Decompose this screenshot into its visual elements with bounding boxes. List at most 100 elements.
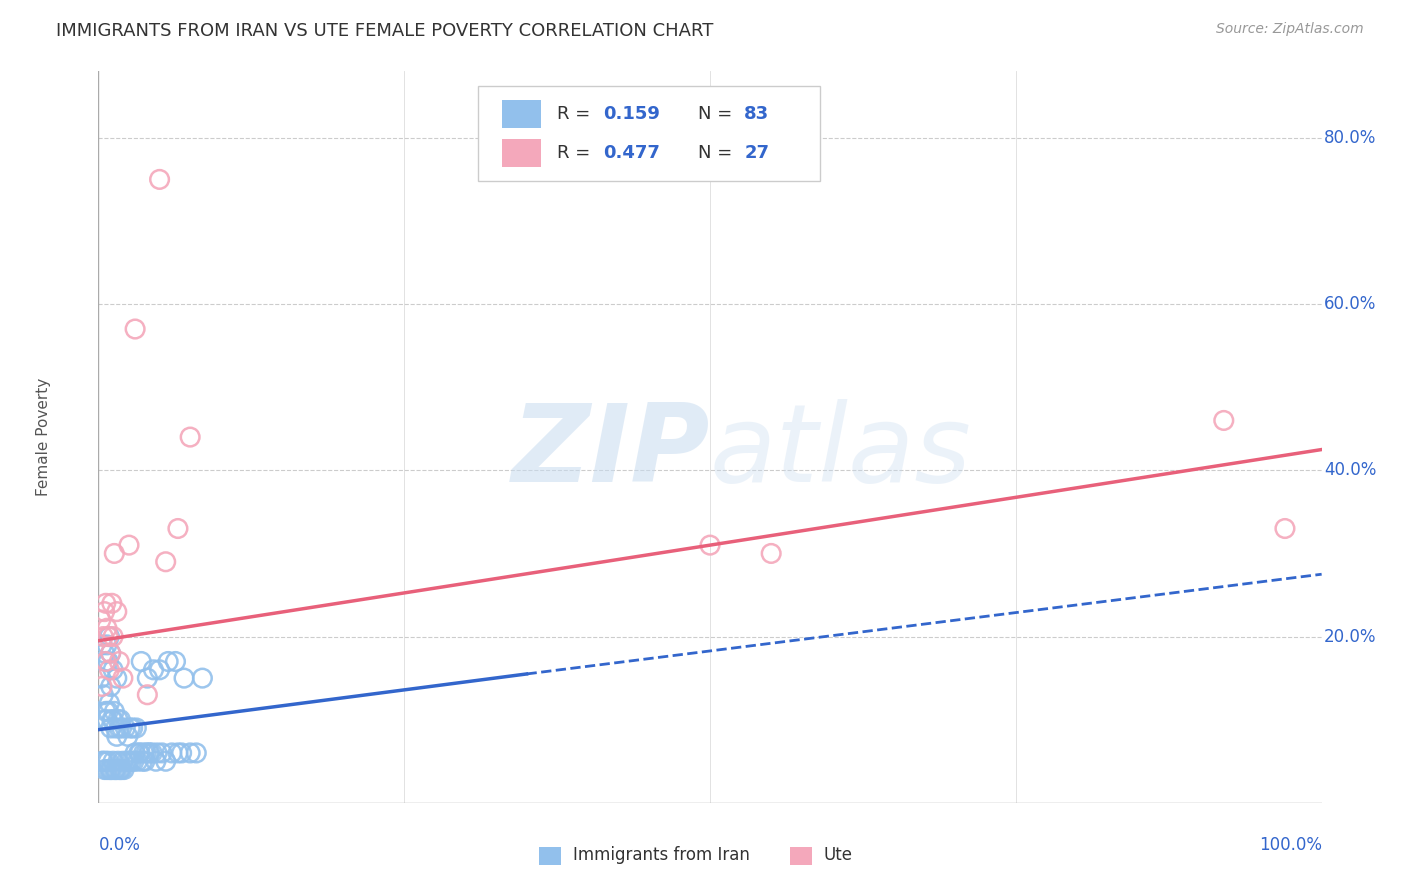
Point — [167, 521, 190, 535]
Point — [118, 754, 141, 768]
Point — [191, 671, 214, 685]
Text: R =: R = — [557, 105, 596, 123]
Point — [100, 763, 122, 777]
Point — [97, 655, 120, 669]
Point — [115, 754, 138, 768]
Point — [170, 746, 193, 760]
Point — [124, 322, 146, 336]
Point — [105, 763, 128, 777]
Point — [105, 605, 128, 619]
Point — [761, 546, 783, 560]
Point — [179, 430, 201, 444]
Point — [94, 655, 117, 669]
Point — [149, 663, 172, 677]
Point — [94, 754, 117, 768]
Point — [96, 713, 118, 727]
Point — [93, 646, 115, 660]
Point — [134, 754, 156, 768]
Text: R =: R = — [557, 144, 596, 161]
Point — [93, 605, 115, 619]
Point — [101, 713, 124, 727]
Point — [105, 729, 128, 743]
FancyBboxPatch shape — [538, 847, 561, 865]
Point — [94, 655, 117, 669]
Point — [117, 729, 139, 743]
Point — [90, 671, 112, 685]
FancyBboxPatch shape — [502, 100, 541, 128]
Text: 0.0%: 0.0% — [98, 836, 141, 854]
Text: 80.0%: 80.0% — [1324, 128, 1376, 147]
Point — [91, 638, 114, 652]
Point — [91, 754, 114, 768]
Point — [114, 721, 136, 735]
Point — [173, 671, 195, 685]
Point — [96, 621, 118, 635]
Point — [93, 763, 115, 777]
Point — [91, 688, 114, 702]
Point — [146, 746, 169, 760]
Point — [150, 746, 173, 760]
Point — [101, 754, 124, 768]
Point — [1274, 521, 1296, 535]
Point — [98, 763, 121, 777]
Text: 0.477: 0.477 — [603, 144, 661, 161]
Point — [111, 754, 134, 768]
Point — [94, 596, 117, 610]
Point — [98, 630, 121, 644]
Point — [107, 754, 129, 768]
Point — [122, 754, 145, 768]
Point — [103, 763, 125, 777]
Point — [699, 538, 721, 552]
Point — [141, 746, 163, 760]
Point — [157, 655, 180, 669]
Point — [1212, 413, 1234, 427]
Point — [101, 596, 124, 610]
Point — [160, 746, 183, 760]
Point — [124, 746, 146, 760]
Point — [108, 721, 131, 735]
Point — [120, 721, 142, 735]
Point — [129, 746, 152, 760]
Point — [100, 646, 122, 660]
Point — [98, 696, 121, 710]
Point — [149, 172, 172, 186]
Point — [108, 655, 131, 669]
Point — [110, 713, 132, 727]
Point — [118, 538, 141, 552]
Point — [94, 705, 117, 719]
Point — [103, 546, 125, 560]
Text: 27: 27 — [744, 144, 769, 161]
Point — [128, 746, 150, 760]
Point — [101, 630, 124, 644]
FancyBboxPatch shape — [502, 139, 541, 167]
Text: 0.159: 0.159 — [603, 105, 661, 123]
Point — [97, 754, 120, 768]
Point — [101, 763, 124, 777]
Text: N =: N = — [697, 105, 738, 123]
Point — [111, 671, 134, 685]
Text: ZIP: ZIP — [512, 399, 710, 505]
Text: 100.0%: 100.0% — [1258, 836, 1322, 854]
Point — [101, 663, 124, 677]
Point — [155, 754, 177, 768]
Point — [100, 721, 122, 735]
Point — [135, 746, 157, 760]
Point — [165, 655, 187, 669]
Text: Female Poverty: Female Poverty — [37, 378, 51, 496]
Point — [186, 746, 208, 760]
Point — [91, 680, 114, 694]
Point — [142, 663, 165, 677]
Point — [125, 721, 148, 735]
Point — [96, 638, 118, 652]
Point — [136, 671, 159, 685]
Point — [108, 763, 131, 777]
FancyBboxPatch shape — [790, 847, 811, 865]
Point — [101, 713, 124, 727]
Text: 83: 83 — [744, 105, 769, 123]
Point — [104, 763, 127, 777]
Text: Ute: Ute — [824, 847, 853, 864]
Text: 40.0%: 40.0% — [1324, 461, 1376, 479]
Point — [155, 555, 177, 569]
Point — [136, 688, 159, 702]
Text: IMMIGRANTS FROM IRAN VS UTE FEMALE POVERTY CORRELATION CHART: IMMIGRANTS FROM IRAN VS UTE FEMALE POVER… — [56, 22, 714, 40]
